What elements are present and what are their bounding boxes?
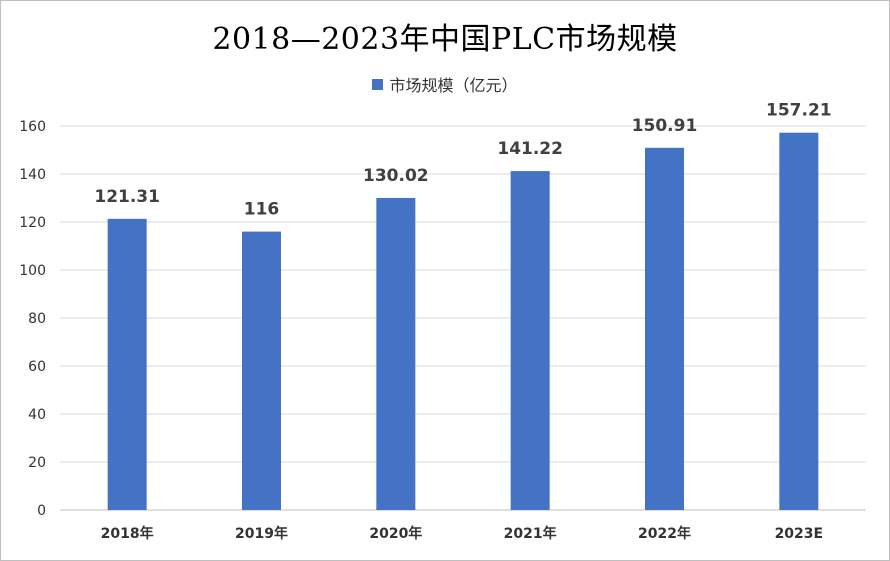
- y-tick-label: 20: [28, 455, 46, 471]
- bar: [645, 147, 684, 511]
- chart-title: 2018—2023年中国PLC市场规模: [212, 22, 678, 57]
- x-tick-label: 2023E: [775, 526, 824, 542]
- data-label: 116: [244, 200, 280, 220]
- y-tick-label: 100: [19, 263, 46, 279]
- bar: [376, 197, 416, 510]
- bar: [107, 218, 147, 510]
- bars: [107, 132, 819, 511]
- y-tick-label: 40: [28, 407, 46, 423]
- data-label: 130.02: [363, 166, 429, 186]
- x-tick-label: 2021年: [504, 525, 557, 542]
- y-tick-label: 60: [28, 359, 46, 375]
- x-tick-label: 2022年: [638, 525, 691, 542]
- data-label: 121.31: [94, 187, 160, 207]
- data-label: 157.21: [766, 101, 832, 121]
- y-tick-label: 0: [37, 503, 46, 519]
- y-tick-label: 160: [19, 119, 46, 135]
- y-tick-label: 140: [19, 167, 46, 183]
- legend-label: 市场规模（亿元）: [389, 76, 518, 95]
- y-tick-label: 120: [19, 215, 46, 231]
- bar: [779, 132, 819, 511]
- bar: [242, 231, 281, 510]
- chart-legend: 市场规模（亿元）: [0, 72, 890, 96]
- data-label: 150.91: [632, 116, 698, 136]
- legend-swatch: [372, 78, 384, 90]
- y-axis: 0 20 40 60 80 100 120 140 160: [19, 119, 46, 519]
- bar: [510, 171, 550, 510]
- x-axis: 2018年 2019年 2020年 2021年 2022年 2023E: [101, 525, 823, 542]
- data-labels: 121.31 116 130.02 141.22 150.91 157.21: [94, 101, 831, 220]
- data-label: 141.22: [497, 139, 563, 159]
- gridlines: [60, 125, 866, 511]
- y-tick-label: 80: [28, 311, 46, 327]
- x-tick-label: 2020年: [369, 525, 422, 542]
- x-tick-label: 2018年: [101, 525, 154, 542]
- x-tick-label: 2019年: [235, 525, 288, 542]
